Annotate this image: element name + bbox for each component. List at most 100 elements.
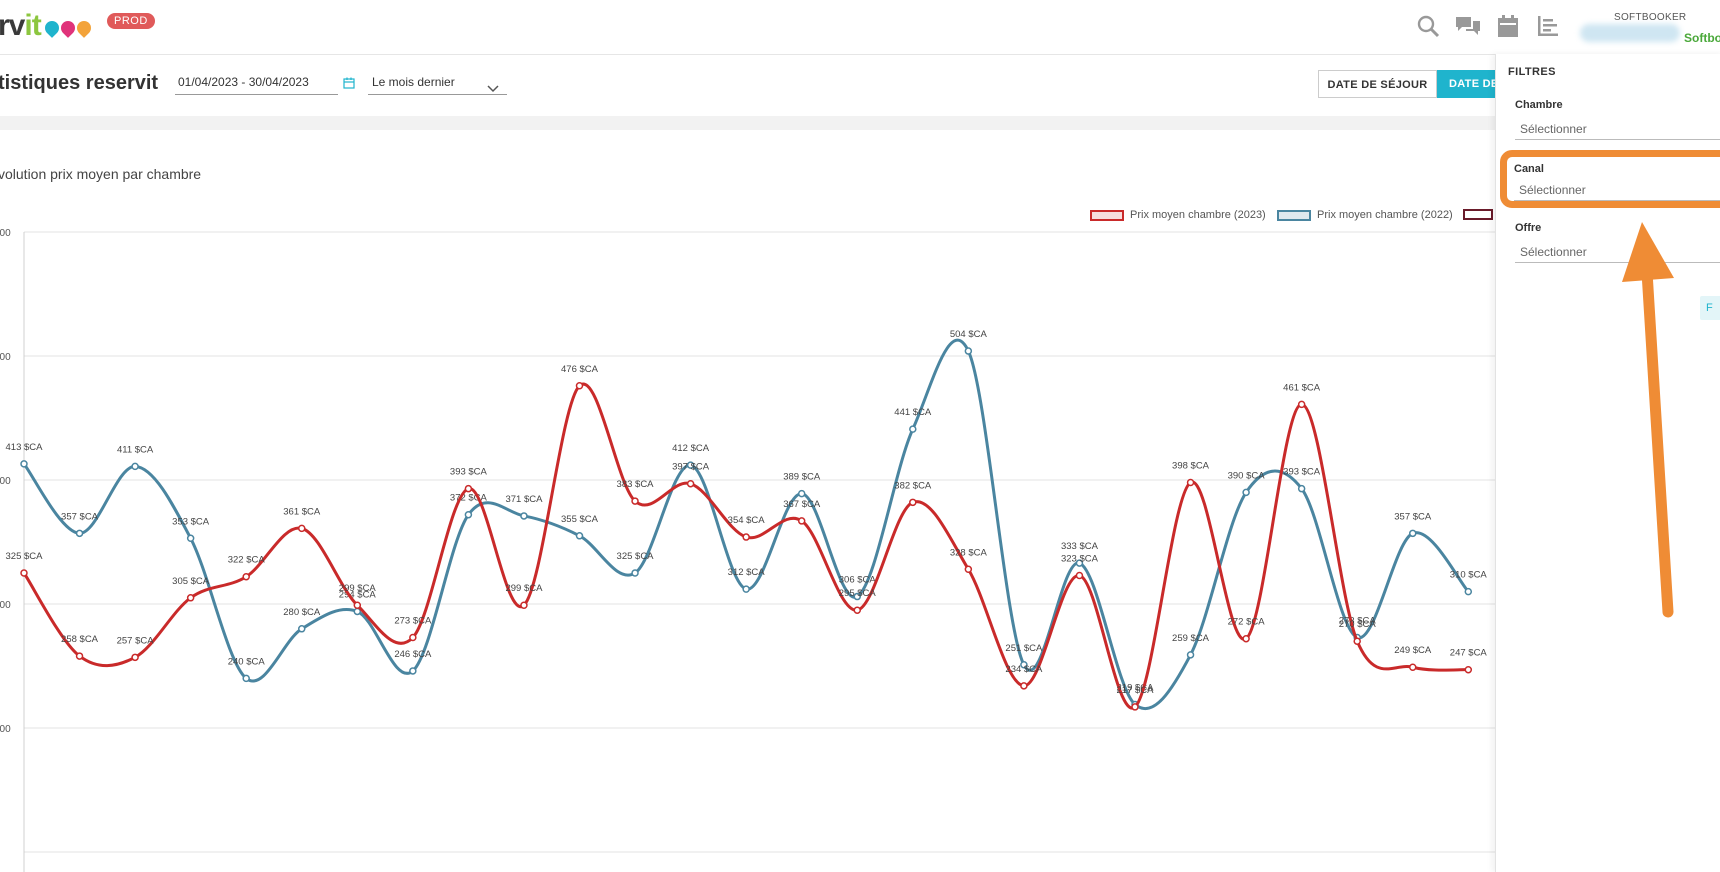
data-point[interactable] [1409,663,1417,671]
data-point[interactable] [186,594,195,602]
chambre-label: Chambre [1515,99,1563,111]
offre-label: Offre [1515,222,1542,234]
search-icon[interactable] [1414,12,1442,40]
data-point[interactable] [520,601,528,609]
data-point[interactable] [75,652,84,660]
data-label: 217 $CA [1117,685,1155,696]
period-select-value: Le mois dernier [372,75,455,89]
offre-select[interactable]: Sélectionner [1515,241,1720,263]
line-chart: 500 400 300 200 100 413 $CA 357 $CA 411 $CA 353 … [0,228,1495,872]
data-point[interactable] [409,633,417,642]
report-icon[interactable] [1534,12,1562,40]
data-point[interactable] [797,517,806,525]
data-point[interactable] [131,462,139,471]
canal-select[interactable]: Sélectionner [1514,179,1720,201]
series-2023: 325 $CA 258 $CA 257 $CA 305 $CA 322 $CA 361 $… [6,364,1488,711]
data-label: 413 $CA [6,442,44,453]
data-label: 328 $CA [950,547,988,558]
data-point[interactable] [1075,559,1084,567]
calendar-icon[interactable] [343,76,355,94]
data-point[interactable] [75,529,84,538]
data-point[interactable] [1464,587,1473,596]
apply-filters-button[interactable]: F [1700,296,1720,320]
data-point[interactable] [1186,651,1195,659]
data-point[interactable] [575,532,584,540]
data-point[interactable] [520,512,528,520]
data-point[interactable] [575,382,584,390]
data-label: 240 $CA [228,656,266,667]
data-label: 257 $CA [117,635,155,646]
data-point[interactable] [742,585,750,593]
data-point[interactable] [464,484,473,493]
data-label: 354 $CA [728,515,766,526]
data-point[interactable] [909,498,917,507]
data-label: 390 $CA [1228,470,1266,481]
data-label: 247 $CA [1450,648,1488,659]
data-label: 333 $CA [1061,541,1099,552]
data-label: 249 $CA [1394,645,1432,656]
legend-swatch [1463,209,1493,220]
data-point[interactable] [20,460,28,468]
app-logo[interactable]: rvit [0,6,94,46]
user-name[interactable]: SOFTBOOKER [1614,12,1687,23]
chambre-select[interactable]: Sélectionner [1515,118,1720,140]
data-point[interactable] [631,497,639,505]
data-point[interactable] [1020,682,1028,690]
data-label: 367 $CA [783,499,821,510]
data-point[interactable] [686,479,695,488]
date-sejour-button[interactable]: DATE DE SÉJOUR [1318,70,1437,98]
top-icons [1414,12,1562,40]
data-point[interactable] [298,524,306,533]
data-point[interactable] [298,625,306,633]
data-point[interactable] [1297,484,1306,493]
data-point[interactable] [1242,488,1250,497]
period-select[interactable]: Le mois dernier [368,70,507,95]
data-point[interactable] [131,653,139,662]
chat-icon[interactable] [1454,12,1482,40]
data-point[interactable] [1186,478,1195,487]
data-point[interactable] [686,461,695,469]
y-tick-label: 100 [0,724,11,735]
date-range-input[interactable]: 01/04/2023 - 30/04/2023 [175,70,338,95]
data-label: 372 $CA [450,493,488,504]
data-point[interactable] [742,533,750,541]
data-point[interactable] [20,569,28,577]
filters-panel: FILTRES Chambre Sélectionner Canal Sélec… [1495,54,1720,872]
data-point[interactable] [853,606,861,614]
data-point[interactable] [1353,637,1361,645]
data-point[interactable] [242,572,250,581]
data-point[interactable] [1075,571,1084,580]
legend-item-2023[interactable]: Prix moyen chambre (2023) [1090,209,1266,221]
data-point[interactable] [909,425,917,433]
data-label: 258 $CA [61,634,99,645]
data-point[interactable] [1020,661,1028,669]
data-point[interactable] [1409,529,1417,538]
data-point[interactable] [964,347,973,355]
data-point[interactable] [1464,665,1473,674]
data-label: 371 $CA [505,494,543,505]
data-label: 312 $CA [728,567,766,578]
data-point[interactable] [797,489,806,498]
data-point[interactable] [853,592,861,601]
data-label: 389 $CA [783,472,821,483]
data-label: 361 $CA [283,506,321,517]
data-point[interactable] [464,510,473,519]
data-label: 412 $CA [672,443,710,454]
data-point[interactable] [1297,400,1306,409]
data-point[interactable] [186,534,195,543]
data-point[interactable] [1131,703,1139,711]
data-label: 272 $CA [1228,617,1266,628]
data-point[interactable] [1242,634,1250,643]
data-point[interactable] [631,569,639,577]
data-point[interactable] [242,674,250,683]
calendar-icon[interactable] [1494,12,1522,40]
legend-item-2022[interactable]: Prix moyen chambre (2022) [1277,209,1453,221]
legend-item-3[interactable] [1463,209,1499,220]
top-bar: rvit PROD SOFTBOOKER Softboo [0,0,1720,55]
data-point[interactable] [964,565,973,574]
data-label: 246 $CA [394,649,432,660]
chevron-down-icon [487,77,499,101]
data-label: 383 $CA [617,479,655,490]
data-point[interactable] [353,601,362,609]
data-point[interactable] [409,667,417,675]
